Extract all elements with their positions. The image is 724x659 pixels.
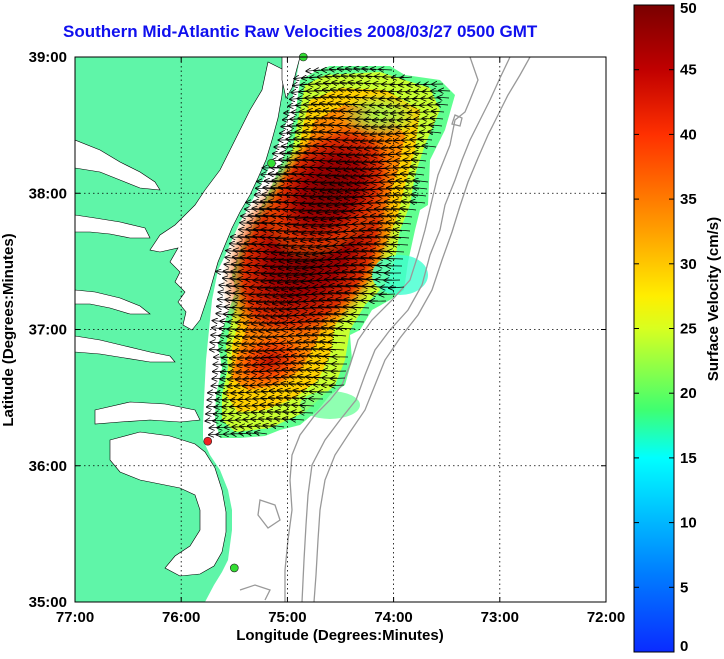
y-axis-label: Latitude (Degrees:Minutes): [0, 233, 17, 426]
velocity-arrow: [414, 180, 429, 182]
y-axis-ticks: 39:00 38:00 37:00 36:00 35:00: [29, 49, 606, 611]
site-mid-marker[interactable]: [267, 158, 276, 168]
map-title: Southern Mid-Atlantic Raw Velocities 200…: [63, 22, 538, 41]
velocity-arrow: [430, 125, 443, 126]
colorbar-tick-label: 50: [680, 0, 697, 17]
sound-water: [94, 401, 201, 425]
velocity-arrow: [394, 230, 411, 231]
velocity-arrow: [393, 237, 410, 238]
site-duck-marker[interactable]: [203, 436, 213, 446]
bay-inlet: [75, 214, 151, 239]
x-axis-label: Longitude (Degrees:Minutes): [236, 627, 444, 644]
colorbar-tick-label: 45: [680, 62, 697, 79]
colorbar-tick-label: 0: [680, 638, 688, 655]
x-tick-label: 74:00: [374, 609, 412, 626]
velocity-arrow: [432, 111, 445, 112]
x-tick-label: 77:00: [56, 609, 94, 626]
velocity-arrow: [331, 378, 346, 379]
colorbar-tick-label: 15: [680, 450, 697, 467]
velocity-arrow: [413, 187, 428, 189]
bathymetry-contours: [239, 57, 531, 602]
velocity-arrow: [338, 328, 356, 329]
velocity-arrow: [436, 104, 449, 105]
velocity-arrow: [423, 145, 437, 147]
colorbar-tick-label: 25: [680, 321, 697, 338]
velocity-arrow: [330, 385, 345, 386]
map-grid: [75, 57, 606, 602]
x-tick-label: 72:00: [587, 609, 625, 626]
colorbar-ticks: 0 5 10 15 20 25 30 35 40 45 50: [634, 0, 697, 655]
y-tick-label: 38:00: [29, 185, 67, 202]
bay-inlet: [75, 289, 151, 315]
velocity-arrow: [348, 321, 365, 322]
velocity-arrow: [328, 349, 345, 350]
y-tick-label: 39:00: [29, 49, 67, 66]
colorbar-tick-label: 10: [680, 515, 697, 532]
colorbar-tick-label: 30: [680, 256, 697, 273]
y-tick-label: 35:00: [29, 594, 67, 611]
velocity-arrow: [431, 118, 444, 119]
velocity-arrow: [395, 222, 412, 224]
bay-inlet: [75, 335, 176, 363]
bay-inlet: [75, 139, 161, 191]
velocity-vectors: [206, 68, 451, 435]
velocity-arrow: [271, 425, 285, 427]
y-tick-label: 37:00: [29, 322, 67, 339]
site-south-marker[interactable]: [230, 563, 239, 573]
velocity-arrow: [396, 215, 413, 217]
colorbar-tick-label: 35: [680, 191, 697, 208]
sound-water: [109, 431, 227, 577]
colorbar-tick-label: 20: [680, 385, 697, 402]
velocity-arrow: [401, 208, 417, 210]
velocity-arrow: [419, 139, 433, 140]
velocity-arrow: [412, 159, 427, 161]
velocity-arrow: [387, 258, 404, 259]
velocity-arrow: [380, 294, 396, 295]
velocity-arrow: [329, 335, 347, 336]
velocity-arrow: [388, 251, 405, 252]
x-tick-label: 73:00: [481, 609, 519, 626]
velocity-arrow: [379, 69, 393, 70]
velocity-arrow: [410, 173, 425, 175]
x-tick-label: 76:00: [162, 609, 200, 626]
x-tick-label: 75:00: [268, 609, 306, 626]
velocity-arrow: [351, 314, 369, 315]
colorbar-label: Surface Velocity (cm/s): [705, 217, 722, 381]
velocity-arrow: [428, 132, 442, 133]
velocity-arrow: [400, 77, 413, 78]
velocity-arrow: [438, 97, 450, 98]
velocity-arrow: [300, 405, 315, 406]
colorbar: [633, 4, 675, 653]
velocity-arrow: [291, 419, 305, 420]
velocity-arrow: [411, 166, 426, 168]
velocity-arrow: [411, 194, 427, 196]
velocity-arrow: [389, 287, 405, 288]
colorbar-tick-label: 40: [680, 126, 697, 143]
velocity-arrow: [392, 244, 409, 245]
velocity-arrow: [413, 153, 428, 154]
velocity-arrow: [410, 202, 426, 203]
colorbar-tick-label: 5: [680, 579, 688, 596]
y-tick-label: 36:00: [29, 458, 67, 475]
velocity-arrow: [329, 342, 346, 343]
velocity-arrow: [255, 432, 268, 434]
x-axis-ticks: 77:00 76:00 75:00 74:00 73:00 72:00: [56, 57, 625, 626]
velocity-arrow: [352, 307, 370, 308]
